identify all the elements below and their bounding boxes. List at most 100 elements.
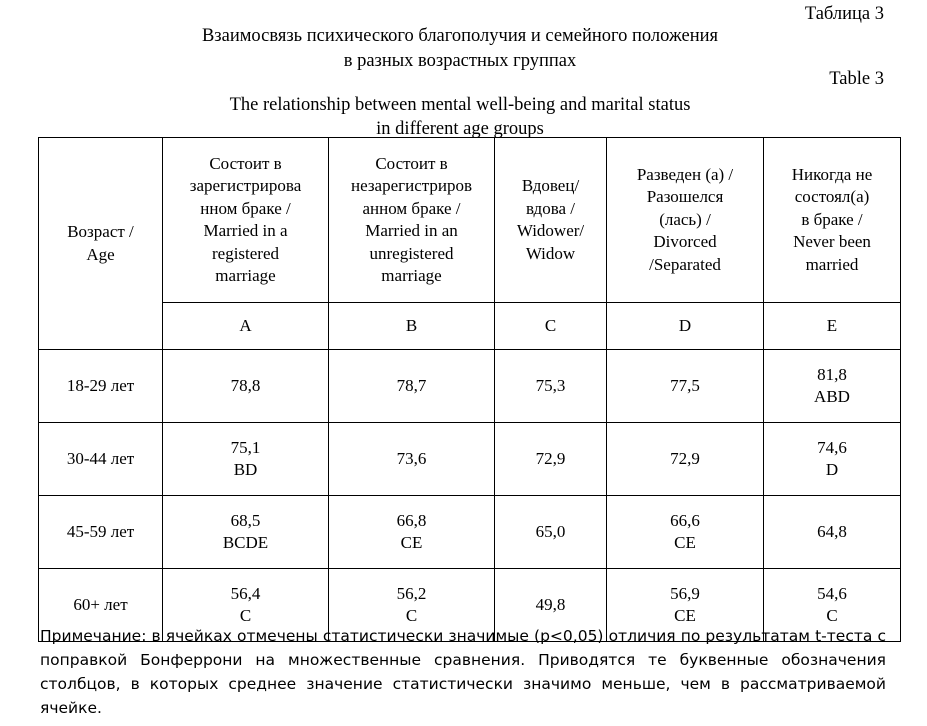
cell-value: 73,6 bbox=[396, 448, 427, 468]
data-table: Возраст / Age Состоит в зарегистрирова н… bbox=[38, 137, 901, 642]
cell-significance-letters: ABD bbox=[814, 387, 850, 406]
column-letter-b: B bbox=[328, 302, 495, 350]
header-d-line5: /Separated bbox=[649, 254, 721, 274]
header-cell-never-married: Никогда не состоял(а) в браке / Never be… bbox=[763, 137, 901, 303]
cell-significance-letters: BD bbox=[233, 460, 258, 479]
cell-value: 66,6 bbox=[670, 510, 700, 530]
column-letter-c: C bbox=[494, 302, 607, 350]
cell-row3-col-d: 56,9 CE bbox=[606, 568, 764, 642]
header-a-line6: marriage bbox=[215, 266, 276, 285]
header-c-line4: Widow bbox=[525, 243, 576, 263]
header-d-line2: Разошелся bbox=[646, 187, 724, 207]
cell-value: 75,3 bbox=[535, 375, 566, 395]
cell-value: 66,8 bbox=[396, 510, 427, 530]
row-label-age-group: 60+ лет bbox=[38, 568, 163, 642]
header-cell-widowed: Вдовец/ вдова / Widower/ Widow bbox=[494, 137, 607, 303]
header-a-line2: зарегистрирова bbox=[189, 176, 302, 195]
title-russian: Взаимосвязь психического благополучия и … bbox=[120, 24, 800, 74]
table-row: 18-29 лет 78,8 78,7 75,3 77,5 bbox=[38, 349, 901, 423]
cell-value: 74,6 bbox=[817, 437, 847, 457]
title-english-line2: in different age groups bbox=[376, 119, 544, 139]
cell-value: 75,1 bbox=[230, 437, 261, 457]
header-a-line5: registered bbox=[211, 243, 280, 263]
cell-significance-letters: D bbox=[825, 460, 839, 479]
header-b-line3: анном браке / bbox=[362, 198, 461, 218]
cell-row1-col-a: 75,1 BD bbox=[162, 422, 329, 496]
cell-value: 72,9 bbox=[670, 448, 700, 468]
header-age-line1: Возраст / bbox=[67, 222, 134, 241]
header-e-line5: married bbox=[805, 254, 859, 274]
cell-significance-letters: CE bbox=[674, 606, 696, 625]
table-note: Примечание: в ячейках отмечены статистич… bbox=[40, 627, 886, 717]
column-letter-e: E bbox=[763, 302, 901, 350]
header-b-line5: unregistered bbox=[369, 243, 454, 263]
header-b-line4: Married in an bbox=[365, 221, 458, 240]
cell-significance-letters: C bbox=[405, 606, 418, 625]
cell-value: 81,8 bbox=[817, 364, 847, 384]
cell-row2-col-c: 65,0 bbox=[494, 495, 607, 569]
header-e-line4: Never been bbox=[793, 232, 871, 252]
cell-row0-col-d: 77,5 bbox=[606, 349, 764, 423]
cell-value: 49,8 bbox=[535, 594, 566, 614]
header-c-line2: вдова / bbox=[525, 198, 576, 218]
cell-value: 77,5 bbox=[670, 375, 700, 395]
header-a-line1: Состоит в bbox=[209, 153, 282, 173]
header-b-line6: marriage bbox=[381, 266, 442, 285]
cell-significance-letters: CE bbox=[674, 533, 696, 552]
header-a-line4: Married in a bbox=[203, 221, 288, 240]
cell-row3-col-e: 54,6 C bbox=[763, 568, 901, 642]
header-d-line3: (лась) / bbox=[659, 209, 711, 229]
header-d-line4: Divorced bbox=[653, 232, 717, 252]
cell-row1-col-d: 72,9 bbox=[606, 422, 764, 496]
header-e-line3: в браке / bbox=[801, 209, 863, 229]
header-e-line2: состоял(а) bbox=[794, 187, 870, 207]
title-english-line1: The relationship between mental well-bei… bbox=[229, 95, 691, 115]
cell-value: 68,5 bbox=[230, 510, 261, 530]
cell-row2-col-a: 68,5 BCDE bbox=[162, 495, 329, 569]
cell-value: 64,8 bbox=[817, 521, 847, 541]
row-label-age-group: 18-29 лет bbox=[38, 349, 163, 423]
cell-value: 54,6 bbox=[817, 583, 847, 603]
header-c-line3: Widower/ bbox=[516, 221, 585, 240]
table-column-letter-row: A B C D E bbox=[39, 302, 901, 350]
cell-value: 72,9 bbox=[535, 448, 566, 468]
table-number-en: Table 3 bbox=[829, 69, 884, 89]
cell-row0-col-e: 81,8 ABD bbox=[763, 349, 901, 423]
cell-significance-letters: BCDE bbox=[222, 533, 269, 552]
header-e-line1: Никогда не bbox=[791, 164, 873, 184]
row-label-age-group: 45-59 лет bbox=[38, 495, 163, 569]
cell-row0-col-c: 75,3 bbox=[494, 349, 607, 423]
header-d-line1: Разведен (а) / bbox=[636, 164, 734, 184]
table-row: 60+ лет 56,4 C 56,2 C 49,8 56,9 bbox=[38, 568, 901, 642]
cell-value: 56,9 bbox=[670, 583, 700, 603]
cell-value: 78,8 bbox=[230, 375, 261, 395]
cell-value: 56,2 bbox=[396, 583, 427, 603]
header-cell-registered-marriage: Состоит в зарегистрирова нном браке / Ma… bbox=[162, 137, 329, 303]
header-cell-divorced: Разведен (а) / Разошелся (лась) / Divorc… bbox=[606, 137, 764, 303]
cell-value: 56,4 bbox=[230, 583, 261, 603]
column-letter-d: D bbox=[606, 302, 764, 350]
row-label-age-group: 30-44 лет bbox=[38, 422, 163, 496]
cell-value: 78,7 bbox=[396, 375, 427, 395]
cell-row2-col-d: 66,6 CE bbox=[606, 495, 764, 569]
header-b-line2: незарегистриров bbox=[350, 176, 473, 195]
cell-significance-letters: C bbox=[826, 606, 838, 625]
table-header-row: Возраст / Age Состоит в зарегистрирова н… bbox=[38, 137, 901, 350]
cell-row2-col-b: 66,8 CE bbox=[328, 495, 495, 569]
header-c-line1: Вдовец/ bbox=[521, 176, 580, 195]
cell-row3-col-b: 56,2 C bbox=[328, 568, 495, 642]
table-row: 30-44 лет 75,1 BD 73,6 72,9 72,9 bbox=[38, 422, 901, 496]
cell-row3-col-a: 56,4 C bbox=[162, 568, 329, 642]
header-age-line2: Age bbox=[86, 244, 115, 264]
title-english: The relationship between mental well-bei… bbox=[120, 93, 800, 141]
cell-row0-col-b: 78,7 bbox=[328, 349, 495, 423]
title-russian-line1: Взаимосвязь психического благополучия и … bbox=[201, 26, 719, 46]
cell-significance-letters: CE bbox=[400, 533, 423, 552]
cell-row0-col-a: 78,8 bbox=[162, 349, 329, 423]
header-cell-unregistered-marriage: Состоит в незарегистриров анном браке / … bbox=[328, 137, 495, 303]
cell-row3-col-c: 49,8 bbox=[494, 568, 607, 642]
title-russian-line2: в разных возрастных группах bbox=[343, 51, 577, 71]
cell-value: 65,0 bbox=[535, 521, 566, 541]
table-row: 45-59 лет 68,5 BCDE 66,8 CE 65,0 66,6 bbox=[38, 495, 901, 569]
